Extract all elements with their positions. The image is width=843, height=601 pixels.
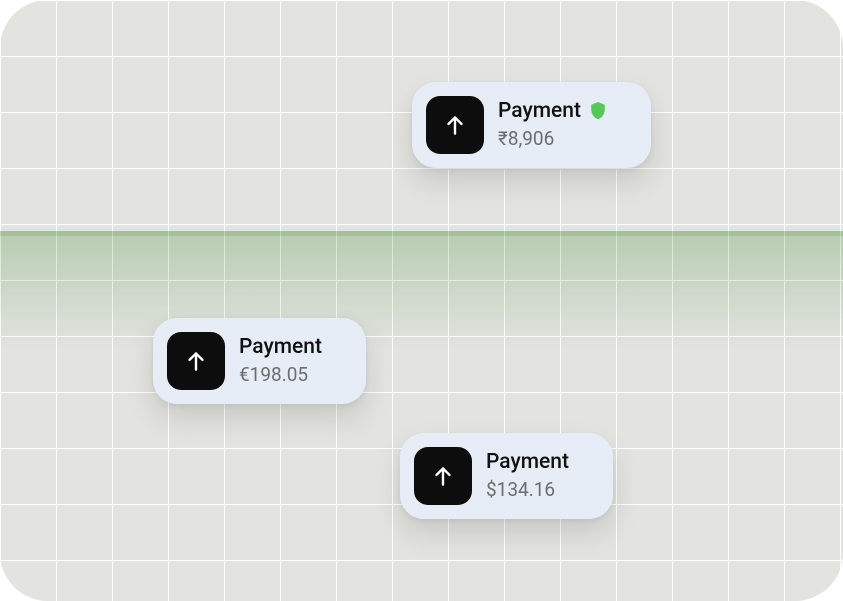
arrow-up-icon bbox=[167, 332, 225, 390]
payment-title: Payment bbox=[239, 335, 322, 360]
payment-card[interactable]: Payment ₹8,906 bbox=[412, 82, 651, 168]
green-divider-band bbox=[0, 231, 843, 349]
payment-amount: ₹8,906 bbox=[498, 126, 607, 152]
payment-amount: $134.16 bbox=[486, 477, 569, 503]
payment-card[interactable]: Payment €198.05 bbox=[153, 318, 366, 404]
arrow-up-icon bbox=[426, 96, 484, 154]
payment-title: Payment bbox=[486, 450, 569, 475]
payment-title: Payment bbox=[498, 99, 581, 124]
canvas: Payment ₹8,906 Payment €198.05 bbox=[0, 0, 843, 601]
payment-amount: €198.05 bbox=[239, 362, 322, 388]
shield-icon bbox=[589, 101, 607, 121]
arrow-up-icon bbox=[414, 447, 472, 505]
payment-card[interactable]: Payment $134.16 bbox=[400, 433, 613, 519]
